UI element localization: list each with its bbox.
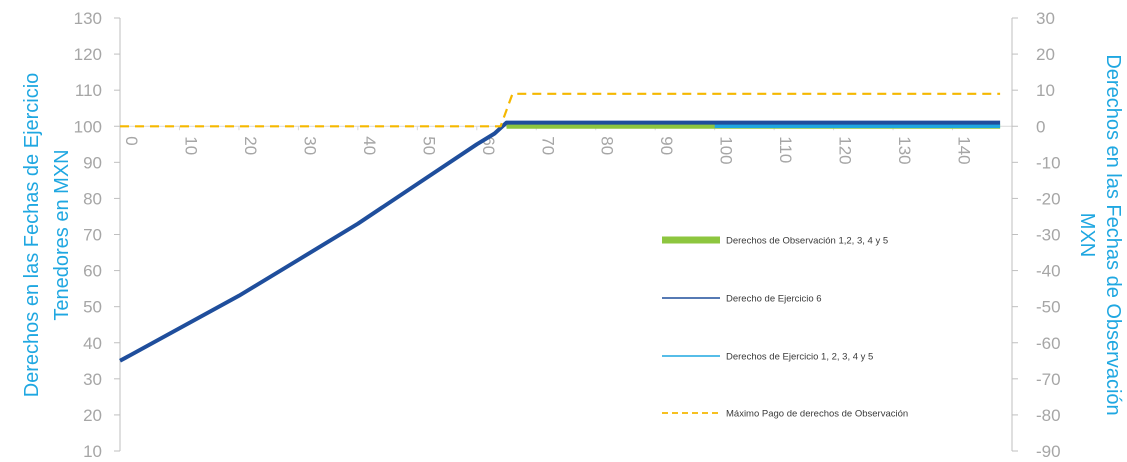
right-tick-label: -10 xyxy=(1036,153,1061,172)
right-tick-label: -60 xyxy=(1036,334,1061,353)
axes xyxy=(119,18,1013,451)
left-tick-label: 90 xyxy=(83,153,102,172)
series-line-2 xyxy=(119,120,1001,363)
series-line-4 xyxy=(120,92,1001,128)
right-axis-title-line-1: Derechos en las Fechas de Observación xyxy=(1102,54,1124,415)
right-tick-label: 10 xyxy=(1036,81,1055,100)
left-tick-label: 60 xyxy=(83,262,102,281)
left-axis-title-line-2: Tenedores en MXN xyxy=(51,149,73,320)
x-tick-label: 50 xyxy=(419,136,438,155)
right-axis-ticks: 30 20 10 0 -10 -20 -30 -40 -50 -60 -70 -80 -90 xyxy=(1012,9,1061,461)
right-tick-label: 30 xyxy=(1036,9,1055,28)
right-tick-label: -50 xyxy=(1036,298,1061,317)
series-lines xyxy=(119,92,1001,363)
right-tick-label: -30 xyxy=(1036,226,1061,245)
left-tick-label: 40 xyxy=(83,334,102,353)
legend-label-4: Máximo Pago de derechos de Observación xyxy=(726,409,908,420)
legend-label-3: Derechos de Ejercicio 1, 2, 3, 4 y 5 xyxy=(726,352,873,363)
left-tick-label: 110 xyxy=(75,81,102,100)
x-tick-label: 40 xyxy=(360,136,379,155)
left-axis-ticks: 130 120 110 100 90 80 70 60 50 40 30 20 10 xyxy=(74,9,120,461)
left-tick-label: 20 xyxy=(83,406,102,425)
left-tick-label: 70 xyxy=(83,226,102,245)
right-tick-label: -90 xyxy=(1036,442,1061,461)
right-tick-label: 20 xyxy=(1036,45,1055,64)
x-tick-label: 0 xyxy=(122,136,141,145)
x-tick-label: 20 xyxy=(241,136,260,155)
left-axis-title-line-1: Derechos en las Fechas de Ejercicio xyxy=(21,73,43,398)
legend-label-1: Derechos de Observación 1,2, 3, 4 y 5 xyxy=(726,236,888,247)
x-tick-label: 130 xyxy=(895,136,914,164)
x-tick-label: 90 xyxy=(657,136,676,155)
left-tick-label: 120 xyxy=(74,45,102,64)
right-tick-label: 0 xyxy=(1036,117,1045,136)
legend-label-2: Derecho de Ejercicio 6 xyxy=(726,294,822,305)
left-tick-label: 100 xyxy=(74,117,102,136)
left-tick-label: 30 xyxy=(83,370,102,389)
right-axis-title-2: MXN xyxy=(1076,213,1098,257)
right-tick-label: -80 xyxy=(1036,406,1061,425)
x-axis-ticks: 0 10 20 30 40 50 60 70 80 90 100 110 120 130 140 xyxy=(119,125,1012,165)
left-tick-label: 10 xyxy=(83,442,102,461)
left-tick-label: 130 xyxy=(74,9,102,28)
left-axis-title: Derechos en las Fechas de Ejercicio xyxy=(21,73,43,398)
x-tick-label: 30 xyxy=(300,136,319,155)
x-tick-label: 80 xyxy=(598,136,617,155)
right-tick-label: -40 xyxy=(1036,262,1061,281)
left-axis-title-2: Tenedores en MXN xyxy=(51,149,73,320)
x-tick-label: 10 xyxy=(181,136,200,155)
left-tick-label: 80 xyxy=(83,189,102,208)
right-tick-label: -20 xyxy=(1036,189,1061,208)
left-tick-label: 50 xyxy=(83,298,102,317)
x-tick-label: 110 xyxy=(776,136,795,163)
x-tick-label: 70 xyxy=(538,136,557,155)
x-tick-label: 140 xyxy=(955,136,974,164)
legend: Derechos de Observación 1,2, 3, 4 y 5 Der… xyxy=(662,236,908,420)
right-axis-title-line-2: MXN xyxy=(1076,213,1098,257)
x-tick-label: 120 xyxy=(836,136,855,164)
right-tick-label: -70 xyxy=(1036,370,1061,389)
x-tick-label: 100 xyxy=(717,136,736,164)
right-axis-title: Derechos en las Fechas de Observación xyxy=(1102,54,1124,415)
